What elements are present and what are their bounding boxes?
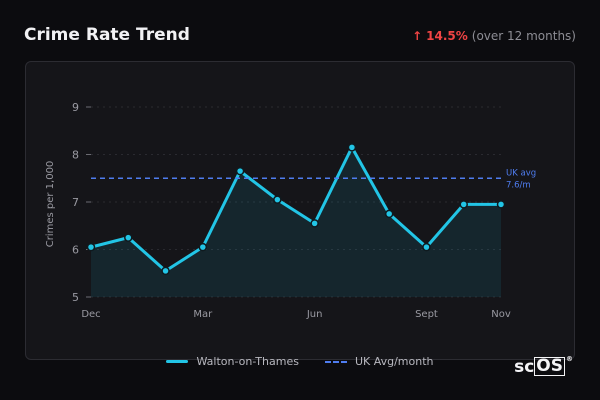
change-period: (over 12 months) — [471, 29, 576, 43]
data-point — [273, 195, 282, 204]
data-point — [422, 242, 431, 252]
logo-text-b: OS — [534, 356, 565, 376]
x-tick-label: Sept — [415, 309, 438, 320]
reference-label-line1: UK avg — [506, 168, 536, 178]
change-percent: 14.5% — [426, 29, 468, 43]
data-point — [310, 219, 319, 228]
legend-swatch-dashed — [324, 360, 347, 363]
x-tick-label: Nov — [491, 309, 511, 320]
legend-item-series[interactable]: Walton-on-Thames — [166, 355, 299, 368]
trend-up-icon: ↑ — [412, 29, 423, 43]
change-indicator: ↑ 14.5% (over 12 months) — [412, 29, 576, 43]
data-point — [198, 242, 208, 252]
legend-item-reference[interactable]: UK Avg/month — [324, 355, 434, 368]
series-area — [91, 147, 501, 297]
data-point — [235, 166, 245, 176]
x-tick-label: Mar — [193, 309, 213, 320]
chart-panel — [25, 61, 575, 360]
y-tick-label: 8 — [72, 149, 79, 162]
data-point — [86, 242, 96, 252]
y-tick-label: 6 — [72, 244, 79, 257]
x-tick-label: Jun — [306, 309, 323, 320]
legend-label-reference: UK Avg/month — [354, 355, 434, 368]
logo-registered: ® — [566, 355, 573, 363]
legend-swatch-solid — [166, 360, 189, 363]
data-point — [459, 200, 468, 209]
x-tick-label: Dec — [81, 309, 100, 320]
reference-label-line2: 7.6/m — [506, 180, 531, 190]
brand-logo: sc OS ® — [514, 355, 573, 377]
data-point — [496, 200, 506, 209]
y-axis-label: Crimes per 1,000 — [45, 161, 56, 248]
data-point — [384, 209, 394, 219]
logo-text-a: sc — [514, 357, 535, 377]
y-tick-label: 9 — [72, 101, 79, 114]
page-title: Crime Rate Trend — [24, 25, 190, 45]
series-line — [90, 145, 501, 273]
legend-label-series: Walton-on-Thames — [196, 355, 299, 368]
chart-legend: Walton-on-Thames UK Avg/month — [0, 355, 600, 368]
data-point — [124, 233, 133, 242]
y-tick-label: 7 — [72, 196, 79, 209]
y-tick-label: 5 — [72, 291, 79, 304]
data-point — [347, 143, 357, 152]
data-point — [161, 266, 170, 276]
